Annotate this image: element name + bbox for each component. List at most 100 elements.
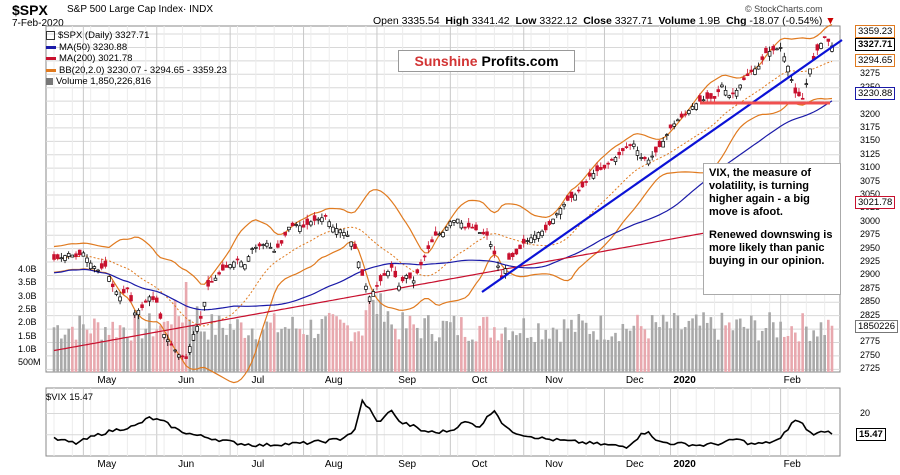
volume-bar — [577, 314, 581, 372]
candle-body — [213, 277, 218, 281]
candle-body — [577, 189, 581, 192]
candle-body — [400, 276, 405, 282]
volume-bar — [206, 339, 210, 372]
candle-body — [107, 276, 111, 282]
volume-bar — [735, 319, 738, 372]
volume-bar — [647, 338, 650, 372]
volume-bar — [104, 327, 107, 372]
candle-body — [731, 92, 735, 95]
price-tick-label: 3000 — [860, 215, 881, 226]
volume-bar — [449, 322, 452, 372]
candle-body — [580, 181, 585, 188]
candle-body — [309, 221, 313, 226]
volume-bar — [643, 329, 647, 372]
trendline — [481, 39, 843, 293]
volume-bar — [236, 319, 239, 372]
volume-bar — [203, 331, 206, 372]
volume-bar — [757, 340, 760, 372]
volume-bar — [467, 340, 470, 372]
annotation-box: VIX, the measure of volatility, is turni… — [703, 163, 841, 295]
volume-bar — [401, 312, 404, 372]
ma50-price-label: 3230.88 — [855, 87, 896, 100]
ticker-symbol: $SPX — [12, 2, 48, 18]
volume-bar — [709, 317, 713, 372]
bb-swatch — [46, 68, 56, 72]
volume-bar — [335, 316, 338, 372]
candle-body — [668, 124, 673, 129]
bollinger-middle-line — [53, 61, 833, 327]
volume-bar — [746, 328, 749, 372]
volume-bar — [280, 328, 283, 372]
candle-body — [147, 296, 152, 302]
candle-body — [712, 96, 717, 99]
volume-bar — [155, 329, 159, 372]
candle-body — [815, 44, 820, 51]
open-value: 3335.54 — [401, 15, 440, 27]
candle-body — [632, 143, 636, 147]
volume-bar — [808, 340, 812, 372]
candle-body — [294, 224, 298, 226]
candle-body — [375, 285, 379, 287]
volume-bar — [614, 332, 617, 372]
vix-month-label: Jun — [178, 459, 195, 470]
volume-bar — [595, 339, 599, 372]
candle-body — [738, 84, 743, 89]
candle-body — [202, 301, 207, 307]
candle-body — [342, 232, 346, 236]
month-label: Nov — [545, 375, 563, 386]
legend-ma200-label: MA(200) 3021.78 — [59, 53, 133, 64]
volume-bar — [753, 320, 757, 372]
candle-body — [265, 242, 269, 247]
volume-bar — [489, 337, 493, 372]
volume-bar — [562, 319, 566, 372]
bollinger-upper-line — [53, 23, 833, 285]
volume-bar — [713, 328, 716, 372]
candle-body — [404, 275, 409, 279]
volume-bar — [801, 313, 804, 372]
candle-body — [334, 228, 339, 235]
candle-body — [701, 99, 706, 102]
volume-bar — [658, 327, 661, 372]
candle-body — [544, 224, 548, 231]
candle-body — [628, 144, 632, 146]
candle-body — [305, 218, 309, 225]
candle-body — [716, 89, 720, 93]
volume-bar — [151, 336, 155, 372]
candle-body — [140, 304, 144, 308]
candle-body — [767, 51, 772, 57]
candle-body — [158, 313, 163, 319]
volume-bar — [412, 324, 415, 372]
candle-body — [290, 222, 295, 227]
price-tick-label: 2775 — [860, 336, 881, 347]
ma200-swatch — [46, 57, 56, 61]
candle-body — [477, 232, 482, 234]
candle-body — [588, 172, 592, 177]
candle-body — [63, 255, 67, 261]
candle-body — [657, 140, 662, 148]
volume-bar — [324, 316, 327, 372]
ohlc-readout: Open 3335.54 High 3341.42 Low 3322.12 Cl… — [373, 15, 836, 27]
volume-bar — [60, 338, 63, 372]
price-tick-label: 3150 — [860, 135, 881, 146]
volume-bar — [452, 315, 456, 372]
price-tick-label: 2975 — [860, 229, 881, 240]
volume-bar — [460, 317, 463, 372]
month-label: May — [97, 375, 117, 386]
candle-body — [437, 233, 442, 236]
volume-bar — [129, 340, 133, 372]
candle-body — [606, 162, 610, 165]
candle-body — [709, 93, 713, 99]
candle-body — [444, 226, 449, 231]
volume-bar — [166, 321, 170, 372]
volume-bar — [680, 329, 683, 372]
volume-bar — [610, 336, 614, 372]
price-tick-label: 2900 — [860, 269, 881, 280]
volume-bar — [782, 336, 786, 372]
volume-bar — [581, 320, 584, 372]
bollinger-lower-line — [53, 97, 833, 384]
chart-annotations — [481, 39, 843, 293]
close-price-label: 3327.71 — [855, 38, 896, 51]
volume-bar — [122, 327, 126, 372]
price-tick-label: 3200 — [860, 108, 881, 119]
price-tick-label: 3175 — [860, 121, 881, 132]
